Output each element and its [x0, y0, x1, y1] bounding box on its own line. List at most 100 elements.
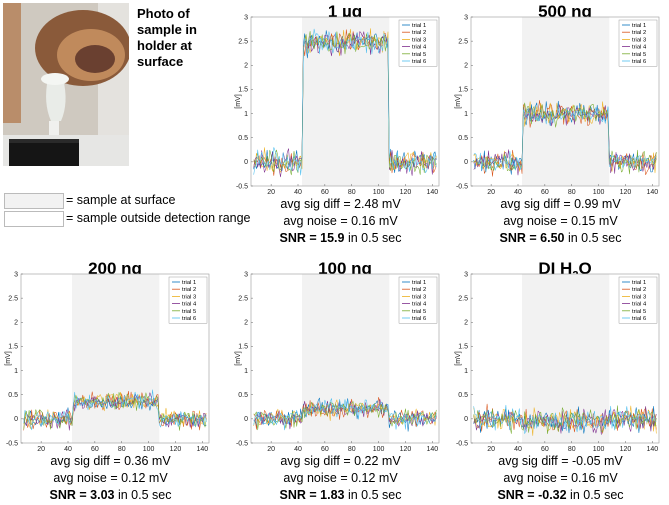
x-tick-label: 120: [620, 189, 632, 196]
legend-entry: trial 1: [632, 23, 646, 29]
chart-panel-1: 1 µg -0.5 0 0.5 1 1.5 2 2.5 3 20 40 60 80 100 120 140 [m…: [234, 0, 447, 248]
chart-title: 1 µg: [251, 2, 439, 22]
legend-entry: trial 4: [412, 302, 427, 308]
legend-entry: trial 6: [412, 59, 426, 65]
avg-sig-diff: avg sig diff = 0.99 mV: [500, 197, 621, 211]
chart-panel-2: 500 ng -0.5 0 0.5 1 1.5 2 2.5 3 20 40 60 80 100 120 140…: [454, 0, 667, 248]
legend-entry: trial 2: [412, 30, 426, 36]
chart-plot: -0.5 0 0.5 1 1.5 2 2.5 3 20 40 60 80 100 120 140 [mV] tr…: [455, 14, 660, 196]
avg-noise: avg noise = 0.12 mV: [283, 471, 398, 485]
y-tick-label: 3: [244, 14, 248, 21]
legend-entry: trial 2: [182, 287, 196, 293]
x-tick-label: 20: [267, 446, 275, 453]
series-line-3: [23, 391, 207, 429]
y-tick-label: 0: [244, 159, 248, 166]
avg-sig-diff: avg sig diff = 0.22 mV: [280, 454, 401, 468]
snr-line: SNR = 3.03 in 0.5 sec: [4, 487, 217, 504]
snr-line: SNR = 6.50 in 0.5 sec: [454, 230, 667, 247]
plot-frame: [250, 16, 440, 187]
y-tick-label: 2.5: [458, 295, 468, 302]
y-tick-label: 2.5: [238, 38, 248, 45]
plot-frame: [470, 16, 660, 187]
y-tick-label: 1: [464, 368, 468, 375]
chart-plot: -0.5 0 0.5 1 1.5 2 2.5 3 20 40 60 80 100 120 140 [mV] tr…: [5, 271, 210, 453]
x-tick-label: 40: [64, 446, 72, 453]
x-tick-label: 100: [143, 446, 155, 453]
legend-entry: trial 3: [632, 37, 646, 43]
x-tick-label: 60: [91, 446, 99, 453]
snr-duration: in 0.5 sec: [566, 488, 624, 502]
avg-sig-diff: avg sig diff = 0.36 mV: [50, 454, 171, 468]
snr-value: SNR = 1.83: [279, 488, 345, 502]
snr-value: SNR = 6.50: [499, 231, 565, 245]
legend-entry: trial 4: [182, 302, 197, 308]
snr-line: SNR = 1.83 in 0.5 sec: [234, 487, 447, 504]
snr-line: SNR = 15.9 in 0.5 sec: [234, 230, 447, 247]
y-axis-label: [mV]: [5, 351, 12, 365]
snr-value: SNR = -0.32: [497, 488, 567, 502]
y-tick-label: 2.5: [238, 295, 248, 302]
chart-title: 500 ng: [471, 2, 659, 22]
x-tick-label: 140: [426, 189, 438, 196]
chart-plot: -0.5 0 0.5 1 1.5 2 2.5 3 20 40 60 80 100 120 140 [mV] tr…: [455, 271, 660, 453]
y-tick-label: 2: [464, 320, 468, 327]
y-axis-label: [mV]: [455, 94, 462, 108]
x-tick-label: 140: [646, 446, 658, 453]
y-tick-label: 2: [464, 63, 468, 70]
x-tick-label: 120: [400, 446, 412, 453]
y-tick-label: 3: [244, 271, 248, 278]
plot-frame: [20, 273, 210, 444]
legend-entry: trial 5: [412, 52, 426, 58]
y-tick-label: 1: [244, 368, 248, 375]
y-tick-label: 0: [464, 159, 468, 166]
x-tick-label: 80: [348, 189, 356, 196]
outside-legend-swatch: [4, 211, 64, 227]
x-tick-label: 60: [321, 446, 329, 453]
x-tick-label: 120: [170, 446, 182, 453]
y-axis-label: [mV]: [235, 351, 242, 365]
x-tick-label: 100: [593, 446, 605, 453]
outside-legend-text: = sample outside detection range: [66, 211, 251, 225]
chart-title: DI H2O: [471, 259, 659, 285]
avg-noise: avg noise = 0.15 mV: [503, 214, 618, 228]
y-tick-label: -0.5: [6, 440, 18, 447]
x-tick-label: 140: [196, 446, 208, 453]
x-tick-label: 40: [294, 446, 302, 453]
series-line-5: [253, 401, 437, 431]
x-tick-label: 120: [620, 446, 632, 453]
x-tick-label: 100: [373, 189, 385, 196]
y-tick-label: 1.5: [458, 87, 468, 94]
y-tick-label: 2: [244, 63, 248, 70]
photo-caption: Photo of sample in holder at surface: [137, 6, 197, 69]
series-line-4: [253, 399, 437, 430]
legend-entry: trial 4: [632, 302, 647, 308]
y-tick-label: 1.5: [238, 87, 248, 94]
x-tick-label: 100: [593, 189, 605, 196]
series-line-4: [253, 31, 437, 178]
legend-entry: trial 5: [412, 309, 426, 315]
series-line-1: [253, 397, 437, 432]
legend-entry: trial 6: [182, 316, 196, 322]
y-tick-label: 2.5: [8, 295, 18, 302]
legend-box: [168, 276, 208, 324]
y-tick-label: 2.5: [458, 38, 468, 45]
series-line-2: [23, 390, 207, 431]
chart-title-text: 200 ng: [88, 259, 142, 278]
series-line-6: [253, 28, 437, 176]
legend-entry: trial 5: [632, 52, 646, 58]
y-axis-label: [mV]: [235, 94, 242, 108]
x-tick-label: 140: [646, 189, 658, 196]
avg-noise: avg noise = 0.12 mV: [53, 471, 168, 485]
sample-holder-photo: [3, 3, 129, 166]
avg-noise: avg noise = 0.16 mV: [503, 471, 618, 485]
x-tick-label: 80: [348, 446, 356, 453]
y-tick-label: -0.5: [236, 440, 248, 447]
legend-entry: trial 5: [632, 309, 646, 315]
legend-entry: trial 6: [412, 316, 426, 322]
legend-entry: trial 3: [412, 37, 426, 43]
chart-stats: avg sig diff = 0.99 mV avg noise = 0.15 m…: [454, 196, 667, 247]
snr-duration: in 0.5 sec: [114, 488, 172, 502]
surface-legend-swatch: [4, 193, 64, 209]
x-tick-label: 100: [373, 446, 385, 453]
x-tick-label: 60: [541, 446, 549, 453]
